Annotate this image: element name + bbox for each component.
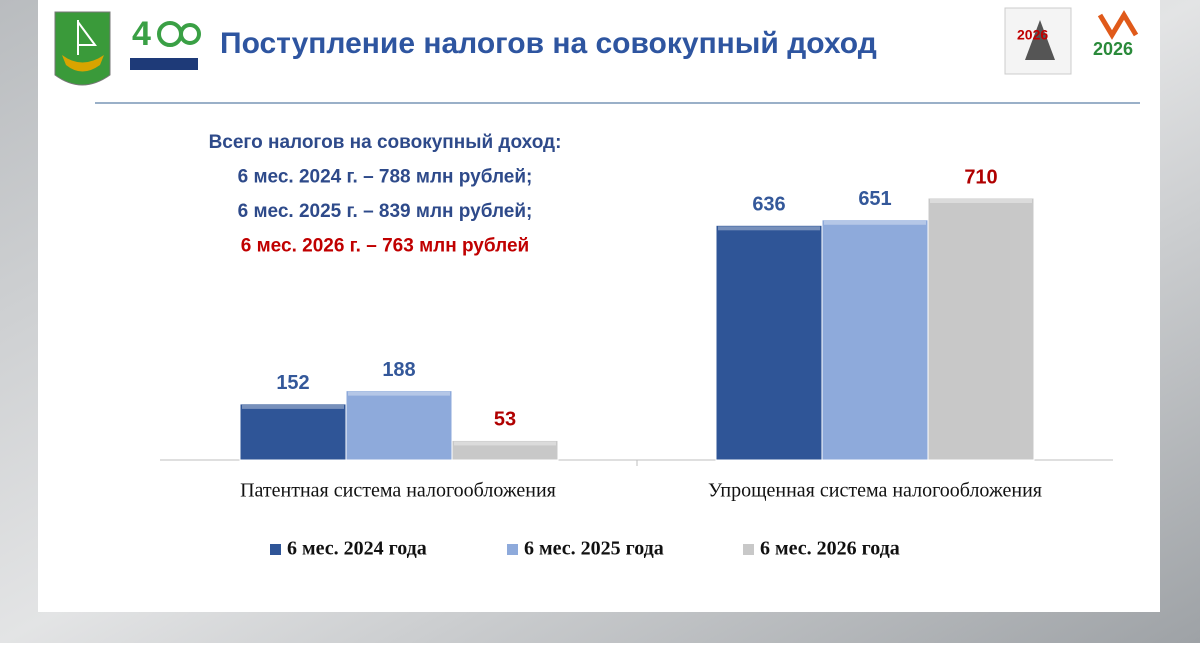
legend-swatch bbox=[270, 544, 281, 555]
legend-swatch bbox=[507, 544, 518, 555]
bar-highlight bbox=[930, 199, 1032, 203]
bar-highlight bbox=[242, 404, 344, 409]
unity-logo: 2026 bbox=[1004, 7, 1072, 75]
bar bbox=[715, 224, 823, 461]
anniversary-logo: 4 bbox=[130, 15, 201, 70]
bar-highlight bbox=[718, 226, 820, 231]
city-emblem bbox=[54, 11, 111, 86]
chart-title: Поступление налогов на совокупный доход bbox=[220, 27, 877, 60]
logo-year: 2026 bbox=[1093, 39, 1133, 59]
x-tick-label: Патентная система налогообложения bbox=[240, 480, 556, 502]
victory-logo: 2026 bbox=[1093, 10, 1139, 59]
value-label: 651 bbox=[858, 188, 891, 210]
annotation: 6 мес. 2026 г. – 763 млн рублей bbox=[241, 236, 529, 257]
bar-highlight bbox=[824, 220, 926, 225]
legend-swatch bbox=[743, 544, 754, 555]
legend-label: 6 мес. 2024 года bbox=[287, 538, 427, 560]
value-label: 636 bbox=[752, 194, 785, 216]
annotation: Всего налогов на совокупный доход: bbox=[209, 132, 562, 153]
annotation: 6 мес. 2025 г. – 839 млн рублей; bbox=[238, 201, 533, 222]
bar bbox=[345, 390, 453, 461]
logo-year: 2026 bbox=[1017, 27, 1048, 43]
legend-label: 6 мес. 2026 года bbox=[760, 538, 900, 560]
bar bbox=[451, 439, 559, 461]
value-label: 53 bbox=[494, 409, 516, 431]
legend-label: 6 мес. 2025 года bbox=[524, 538, 664, 560]
x-tick-label: Упрощенная система налогообложения bbox=[708, 480, 1042, 502]
svg-text:4: 4 bbox=[132, 15, 151, 53]
bar bbox=[821, 219, 929, 461]
value-label: 188 bbox=[382, 359, 415, 381]
bar-highlight bbox=[454, 441, 556, 446]
value-label: 710 bbox=[964, 166, 997, 188]
bar-highlight bbox=[348, 391, 450, 396]
value-label: 152 bbox=[276, 372, 309, 394]
bar bbox=[239, 403, 347, 461]
bar bbox=[927, 197, 1035, 461]
annotation: 6 мес. 2024 г. – 788 млн рублей; bbox=[238, 167, 533, 188]
